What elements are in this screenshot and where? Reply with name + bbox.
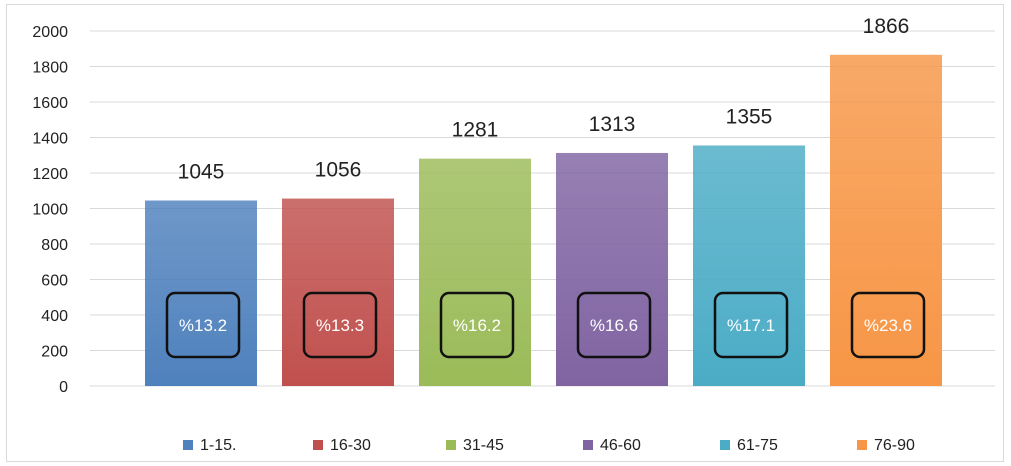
- bar-46-60: [556, 152, 668, 386]
- y-tick-label: 600: [41, 273, 68, 290]
- percent-label: %13.3: [316, 316, 364, 335]
- data-label: 1355: [726, 105, 773, 128]
- percent-box: [713, 291, 789, 359]
- percent-label: %13.2: [179, 316, 227, 335]
- bar-31-45: [419, 158, 531, 386]
- legend-label: 16-30: [330, 437, 371, 454]
- legend-swatch: [183, 440, 193, 450]
- y-tick-label: 1400: [32, 131, 68, 148]
- y-tick-label: 2000: [32, 24, 68, 41]
- y-tick-label: 0: [59, 379, 68, 396]
- bars: 1045 %13.2 1056 %13.3 1281 %16.2 1313 %16.6 1355…: [145, 15, 942, 386]
- legend-label: 31-45: [463, 437, 504, 454]
- legend-swatch: [313, 440, 323, 450]
- percent-box: [576, 291, 652, 359]
- legend-label: 1-15.: [200, 437, 236, 454]
- percent-box: [850, 291, 926, 359]
- y-tick-label: 1200: [32, 166, 68, 183]
- legend: 1-15. 16-30 31-45 46-60 61-75 76-90: [183, 437, 915, 454]
- legend-label: 76-90: [874, 437, 915, 454]
- y-axis: 0 200 400 600 800 1000 1200 1400 1600 1800 2000: [32, 24, 68, 396]
- legend-label: 61-75: [737, 437, 778, 454]
- legend-swatch: [857, 440, 867, 450]
- data-label: 1313: [589, 113, 636, 136]
- y-tick-label: 1800: [32, 60, 68, 77]
- y-tick-label: 200: [41, 344, 68, 361]
- data-label: 1866: [863, 15, 910, 38]
- legend-swatch: [446, 440, 456, 450]
- y-tick-label: 1000: [32, 202, 68, 219]
- percent-box: [302, 291, 378, 359]
- percent-label: %23.6: [864, 316, 912, 335]
- percent-box: [165, 291, 241, 359]
- percent-label: %16.6: [590, 316, 638, 335]
- percent-label: %16.2: [453, 316, 501, 335]
- data-label: 1281: [452, 119, 499, 142]
- legend-label: 46-60: [600, 437, 641, 454]
- data-label: 1056: [315, 159, 362, 182]
- y-tick-label: 800: [41, 237, 68, 254]
- y-tick-label: 400: [41, 308, 68, 325]
- y-tick-label: 1600: [32, 95, 68, 112]
- percent-label: %17.1: [727, 316, 775, 335]
- percent-box: [439, 291, 515, 359]
- legend-swatch: [583, 440, 593, 450]
- data-label: 1045: [178, 161, 225, 184]
- legend-swatch: [720, 440, 730, 450]
